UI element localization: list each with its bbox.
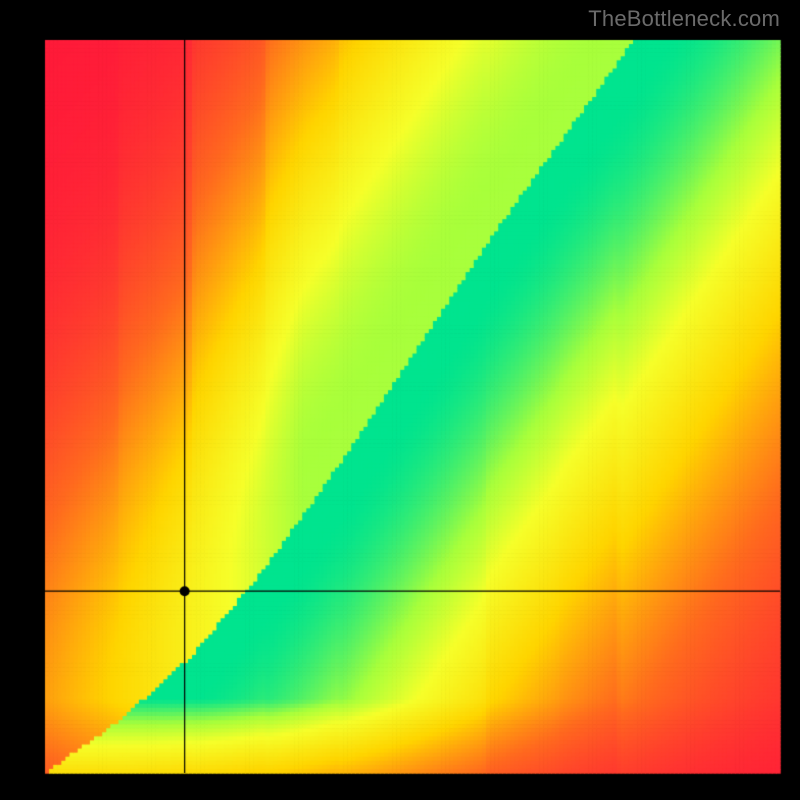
watermark-text: TheBottleneck.com (588, 6, 780, 32)
heatmap-canvas (0, 0, 800, 800)
chart-container: TheBottleneck.com (0, 0, 800, 800)
